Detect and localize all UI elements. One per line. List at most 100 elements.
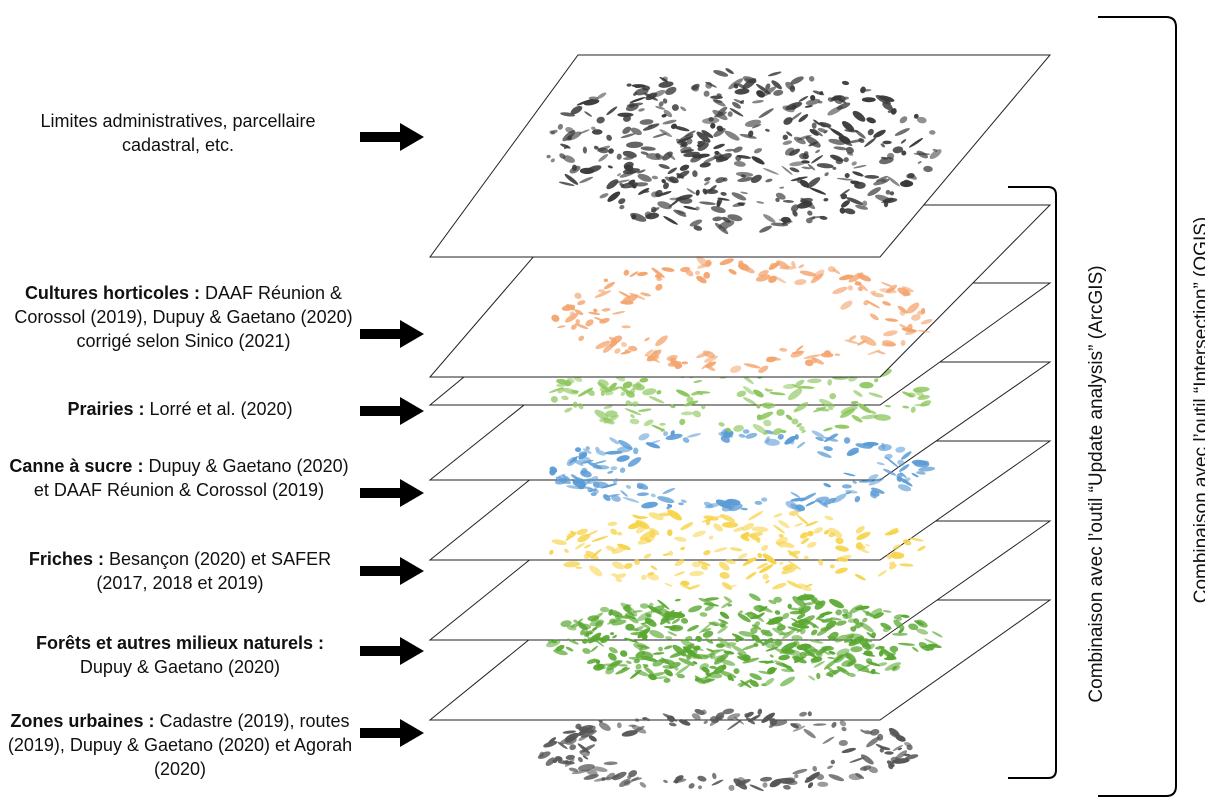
map-patch [850, 180, 861, 185]
map-patch [572, 401, 578, 408]
map-patch [907, 323, 913, 331]
map-patch [741, 522, 755, 531]
map-patch [830, 95, 842, 101]
map-patch [601, 308, 611, 312]
map-patch [719, 572, 730, 579]
map-patch [640, 622, 651, 629]
map-patch [799, 425, 805, 432]
map-patch [620, 300, 634, 305]
map-patch [917, 329, 931, 333]
map-patch [738, 631, 755, 637]
map-patch [807, 164, 816, 171]
map-patch [818, 398, 835, 408]
map-patch [844, 173, 850, 178]
map-patch [820, 626, 832, 632]
map-patch [688, 783, 695, 789]
map-patch [791, 418, 799, 425]
map-patch [699, 201, 716, 205]
map-patch [713, 70, 729, 77]
map-patch [672, 644, 687, 657]
map-patch [823, 529, 830, 535]
map-patch [761, 637, 773, 646]
map-patch [697, 677, 712, 684]
map-patch [838, 739, 848, 747]
map-patch [704, 177, 711, 182]
map-patch [899, 563, 914, 567]
map-patch [834, 424, 850, 429]
map-patch [655, 105, 666, 110]
map-patch [606, 106, 618, 116]
map-patch [575, 477, 586, 486]
map-patch [611, 619, 627, 626]
map-patch [693, 225, 703, 231]
map-patch [839, 207, 846, 214]
map-patch [650, 565, 658, 571]
map-patch [662, 553, 670, 556]
map-patch [611, 573, 618, 577]
map-patch [813, 119, 821, 126]
map-patch [621, 666, 628, 671]
map-patch [758, 269, 769, 277]
map-patch [902, 391, 914, 398]
map-patch [657, 201, 672, 210]
map-patch [705, 361, 717, 368]
map-patch [635, 663, 642, 670]
map-patch [732, 101, 741, 109]
map-patch [764, 438, 780, 446]
map-patch [604, 450, 623, 455]
map-patch [642, 717, 648, 720]
map-patch [782, 140, 793, 145]
map-patch [824, 437, 832, 443]
map-patch [876, 462, 885, 466]
map-patch [649, 671, 666, 678]
map-patch [812, 357, 825, 365]
map-patch [551, 639, 558, 644]
map-patch [583, 544, 592, 549]
map-patch [828, 527, 843, 538]
map-patch [866, 736, 880, 748]
map-patch [753, 642, 759, 648]
map-patch [796, 626, 805, 633]
map-patch [619, 386, 632, 395]
map-patch [868, 766, 878, 774]
map-patch [774, 638, 783, 646]
map-patch [751, 634, 760, 642]
map-patch [583, 774, 599, 780]
map-patch [765, 579, 770, 584]
map-patch [583, 553, 591, 560]
map-patch [733, 146, 743, 153]
map-patch [643, 553, 652, 559]
map-patch [703, 501, 714, 508]
map-patch [663, 779, 668, 783]
map-patch [702, 117, 720, 124]
map-patch [758, 108, 774, 119]
map-patch [889, 732, 902, 739]
map-patch [647, 439, 661, 445]
map-patch [623, 115, 631, 122]
map-patch [704, 605, 714, 612]
map-patch [739, 133, 757, 139]
map-patch [574, 323, 589, 330]
map-patch [888, 563, 897, 570]
arcgis-bracket [1008, 186, 1057, 779]
map-patch [751, 526, 769, 533]
map-patch [740, 507, 748, 511]
map-patch [600, 483, 618, 489]
map-patch [778, 654, 790, 661]
map-patch [686, 188, 696, 195]
map-patch [564, 407, 573, 413]
map-patch [788, 550, 801, 556]
map-patch [758, 365, 769, 373]
map-patch [600, 606, 610, 613]
map-patch [630, 414, 635, 419]
map-patch [713, 523, 723, 532]
map-patch [911, 472, 919, 478]
map-patch [931, 631, 943, 638]
map-patch [772, 582, 787, 590]
map-patch [803, 354, 821, 359]
map-patch [723, 596, 733, 603]
map-patch [679, 418, 686, 426]
map-patch [554, 756, 563, 762]
map-patch [658, 81, 674, 88]
map-patch [702, 630, 714, 638]
